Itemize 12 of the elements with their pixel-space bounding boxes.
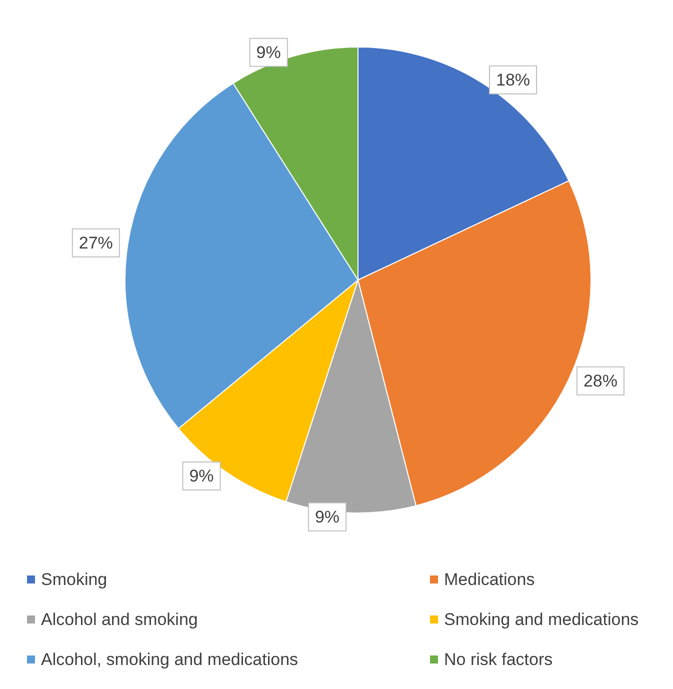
legend-label: Medications xyxy=(444,570,535,589)
data-label: 18% xyxy=(496,70,530,90)
data-label: 28% xyxy=(583,371,618,390)
legend-label: Alcohol and smoking xyxy=(41,610,198,629)
legend-label: Smoking xyxy=(41,570,108,589)
data-label: 27% xyxy=(78,233,113,252)
legend-label: Alcohol, smoking and medications xyxy=(41,650,298,669)
data-label: 9% xyxy=(314,507,340,526)
data-label: 9% xyxy=(256,42,281,62)
legend-label: Smoking and medications xyxy=(444,610,639,629)
data-label: 9% xyxy=(189,466,214,486)
legend-label: No risk factors xyxy=(444,650,553,669)
